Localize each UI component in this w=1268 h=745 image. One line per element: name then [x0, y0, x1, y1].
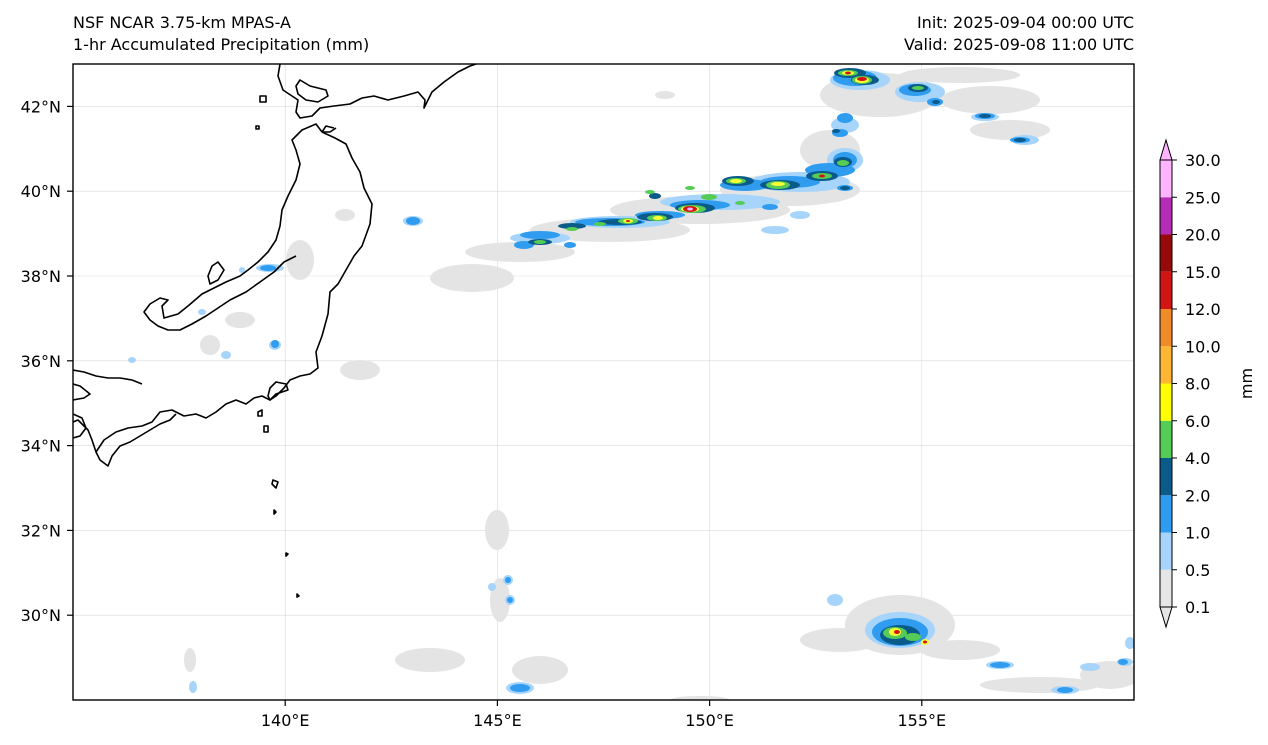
init-time: Init: 2025-09-04 00:00 UTC	[916, 13, 1134, 32]
lat-tick-label: 38°N	[21, 267, 61, 286]
colorbar-tick-label: 0.1	[1185, 598, 1210, 617]
precip-heavy-cores	[626, 71, 927, 644]
title-right: Init: 2025-09-04 00:00 UTC Valid: 2025-0…	[904, 12, 1134, 56]
colorbar-tick-label: 4.0	[1185, 449, 1210, 468]
axis-ticks: 140°E 145°E 150°E 155°E 30°N 32°N 34°N 36°N 38°N…	[21, 97, 946, 730]
precipitation-field	[128, 67, 1134, 700]
lon-tick-label: 155°E	[897, 711, 946, 730]
colorbar-extend-min	[1159, 606, 1173, 629]
field-title: 1-hr Accumulated Precipitation (mm)	[73, 35, 370, 54]
lat-tick-label: 32°N	[21, 521, 61, 540]
colorbar-tick-label: 1.0	[1185, 524, 1210, 543]
colorbar-tick-label: 8.0	[1185, 375, 1210, 394]
coastline-hokkaido	[277, 64, 477, 119]
colorbar-tick-label: 0.5	[1185, 561, 1210, 580]
coastlines	[73, 64, 477, 598]
lat-tick-label: 40°N	[21, 182, 61, 201]
lat-tick-label: 30°N	[21, 606, 61, 625]
colorbar-tick-label: 6.0	[1185, 412, 1210, 431]
colorbar-tick-label: 25.0	[1185, 188, 1221, 207]
lat-tick-label: 34°N	[21, 437, 61, 456]
colorbar-segment	[1160, 458, 1172, 496]
colorbar-segment	[1160, 234, 1172, 272]
colorbar-tick-label: 2.0	[1185, 486, 1210, 505]
colorbar-extend-max	[1159, 138, 1173, 161]
colorbar-segment	[1160, 197, 1172, 235]
colorbar-segment	[1160, 383, 1172, 421]
colorbar-tick-label: 30.0	[1185, 151, 1221, 170]
colorbar: 0.1 0.5 1.0 2.0 4.0 6.0 8.0 10.0 12.0 15.0 20.0 25.…	[1159, 138, 1256, 629]
model-title: NSF NCAR 3.75-km MPAS-A	[73, 13, 291, 32]
colorbar-segment	[1160, 532, 1172, 570]
colorbar-tick-label: 20.0	[1185, 226, 1221, 245]
colorbar-segment	[1160, 160, 1172, 198]
colorbar-tick-label: 15.0	[1185, 263, 1221, 282]
lon-tick-label: 150°E	[685, 711, 734, 730]
coastline-shikoku	[73, 419, 97, 453]
lon-tick-label: 145°E	[473, 711, 522, 730]
colorbar-segment	[1160, 495, 1172, 533]
colorbar-label: mm	[1237, 368, 1256, 399]
valid-time: Valid: 2025-09-08 11:00 UTC	[903, 35, 1134, 54]
colorbar-segment	[1160, 271, 1172, 309]
colorbar-segment	[1160, 309, 1172, 347]
coastline-honshu	[95, 131, 373, 467]
title-left: NSF NCAR 3.75-km MPAS-A 1-hr Accumulated…	[73, 12, 369, 56]
colorbar-segment	[1160, 569, 1172, 607]
lon-tick-label: 140°E	[261, 711, 310, 730]
colorbar-tick-label: 12.0	[1185, 300, 1221, 319]
lat-tick-label: 36°N	[21, 352, 61, 371]
colorbar-segment	[1160, 420, 1172, 458]
map-frame	[72, 63, 1135, 701]
colorbar-tick-label: 10.0	[1185, 337, 1221, 356]
lat-tick-label: 42°N	[21, 97, 61, 116]
colorbar-segment	[1160, 346, 1172, 384]
map-background	[73, 64, 1134, 700]
